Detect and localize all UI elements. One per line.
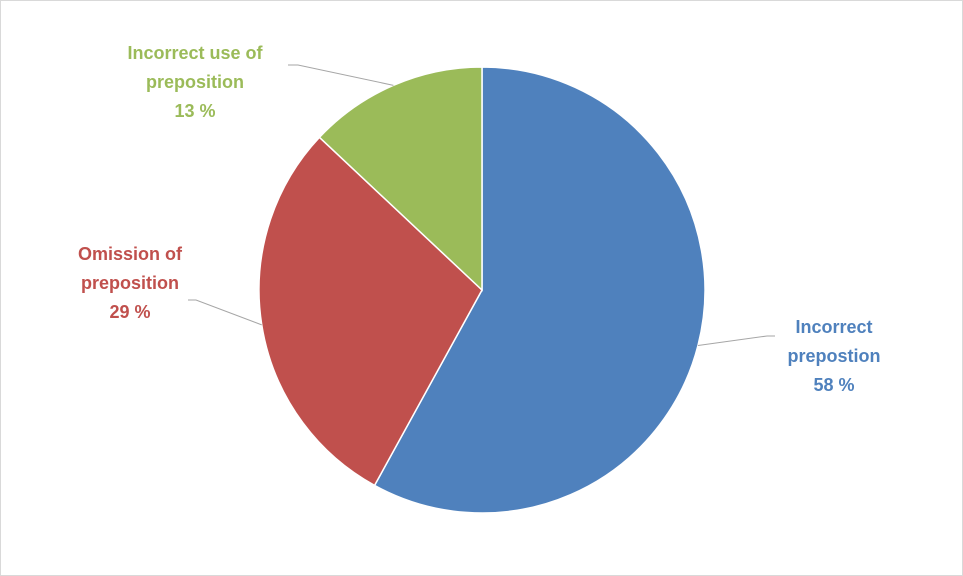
- data-label-category-omission-of-preposition: preposition: [81, 273, 179, 293]
- data-label-value-incorrect-prepostion: 58 %: [813, 375, 854, 395]
- leader-line-incorrect-use-of-preposition: [288, 64, 394, 86]
- pie-slice-incorrect-use-of-preposition: [318, 66, 483, 292]
- data-label-category-incorrect-use-of-preposition: Incorrect use of: [127, 43, 263, 63]
- leader-line-omission-of-preposition: [188, 299, 262, 326]
- data-label-category-incorrect-prepostion: Incorrect: [795, 317, 872, 337]
- data-label-value-omission-of-preposition: 29 %: [109, 302, 150, 322]
- data-label-category-incorrect-prepostion: prepostion: [788, 346, 881, 366]
- data-label-category-incorrect-use-of-preposition: preposition: [146, 72, 244, 92]
- data-label-value-incorrect-use-of-preposition: 13 %: [174, 101, 215, 121]
- data-label-category-omission-of-preposition: Omission of: [78, 244, 183, 264]
- leader-line-incorrect-prepostion: [697, 335, 775, 346]
- pie-slice-omission-of-preposition: [258, 136, 483, 487]
